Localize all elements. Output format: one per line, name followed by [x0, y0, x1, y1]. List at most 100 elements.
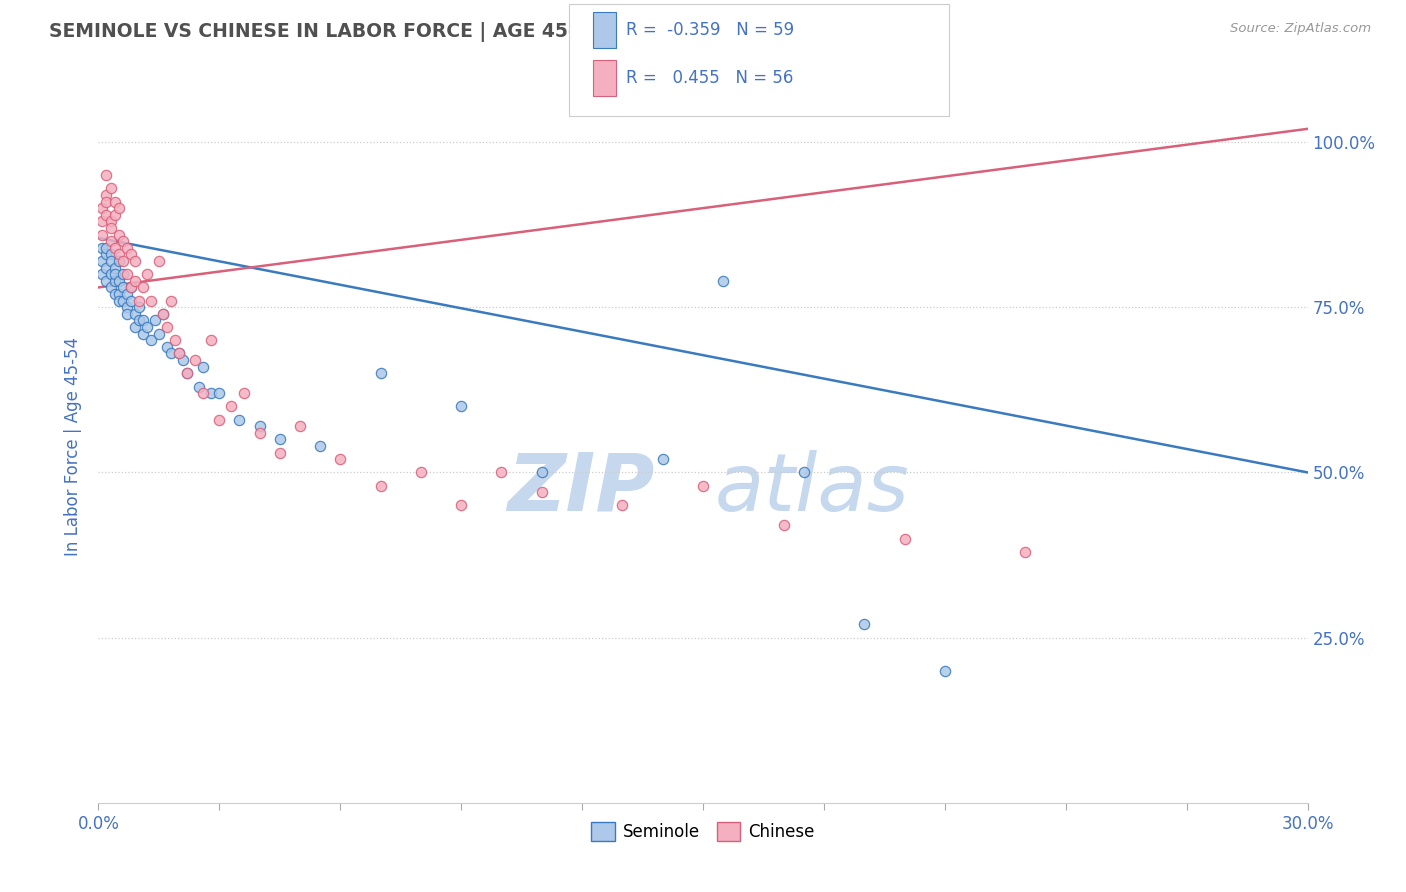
Point	[893, 532, 915, 546]
Point	[612, 499, 634, 513]
Point	[269, 445, 291, 459]
Point	[772, 518, 794, 533]
Point	[100, 214, 122, 228]
Point	[221, 400, 243, 414]
Point	[120, 280, 142, 294]
Point	[793, 466, 815, 480]
Point	[103, 208, 125, 222]
Point	[370, 367, 392, 381]
Point	[193, 359, 215, 374]
Point	[96, 274, 118, 288]
Point	[124, 320, 146, 334]
Point	[91, 227, 114, 242]
Point	[491, 466, 513, 480]
Point	[103, 241, 125, 255]
Point	[853, 617, 876, 632]
Y-axis label: In Labor Force | Age 45-54: In Labor Force | Age 45-54	[65, 336, 83, 556]
Point	[269, 433, 291, 447]
Point	[124, 254, 146, 268]
Point	[91, 267, 114, 281]
Point	[139, 293, 162, 308]
Point	[96, 241, 118, 255]
Point	[200, 386, 222, 401]
Point	[132, 280, 155, 294]
Point	[103, 260, 125, 275]
Point	[107, 293, 129, 308]
Point	[103, 194, 125, 209]
Point	[111, 254, 134, 268]
Point	[172, 353, 194, 368]
Point	[167, 346, 190, 360]
Point	[107, 227, 129, 242]
Point	[1014, 545, 1036, 559]
Point	[91, 254, 114, 268]
Point	[232, 386, 254, 401]
Point	[128, 313, 150, 327]
Point	[100, 254, 122, 268]
Point	[132, 313, 155, 327]
Point	[111, 234, 134, 248]
Text: Source: ZipAtlas.com: Source: ZipAtlas.com	[1230, 22, 1371, 36]
Point	[450, 400, 472, 414]
Point	[167, 346, 190, 360]
Point	[711, 274, 734, 288]
Point	[111, 293, 134, 308]
Point	[288, 419, 311, 434]
Point	[115, 307, 138, 321]
Point	[115, 267, 138, 281]
Point	[651, 452, 673, 467]
Point	[156, 340, 179, 354]
Text: atlas: atlas	[716, 450, 910, 528]
Point	[96, 168, 118, 182]
Point	[148, 254, 170, 268]
Point	[91, 201, 114, 215]
Point	[91, 214, 114, 228]
Point	[107, 254, 129, 268]
Legend: Seminole, Chinese: Seminole, Chinese	[585, 815, 821, 848]
Text: R =   0.455   N = 56: R = 0.455 N = 56	[626, 70, 793, 87]
Point	[100, 247, 122, 261]
Point	[135, 267, 157, 281]
Point	[152, 307, 174, 321]
Point	[107, 201, 129, 215]
Point	[329, 452, 352, 467]
Point	[409, 466, 432, 480]
Point	[148, 326, 170, 341]
Point	[156, 320, 179, 334]
Point	[309, 439, 332, 453]
Point	[128, 300, 150, 314]
Point	[530, 466, 553, 480]
Point	[176, 367, 198, 381]
Point	[124, 307, 146, 321]
Point	[163, 333, 186, 347]
Point	[200, 333, 222, 347]
Point	[120, 280, 142, 294]
Point	[103, 274, 125, 288]
Point	[132, 326, 155, 341]
Point	[96, 208, 118, 222]
Point	[208, 412, 231, 426]
Point	[96, 194, 118, 209]
Point	[103, 287, 125, 301]
Point	[115, 287, 138, 301]
Point	[100, 280, 122, 294]
Point	[143, 313, 166, 327]
Point	[107, 274, 129, 288]
Point	[193, 386, 215, 401]
Point	[96, 247, 118, 261]
Point	[160, 346, 183, 360]
Point	[115, 241, 138, 255]
Point	[107, 247, 129, 261]
Point	[100, 221, 122, 235]
Point	[120, 293, 142, 308]
Point	[111, 267, 134, 281]
Point	[152, 307, 174, 321]
Point	[96, 260, 118, 275]
Point	[188, 379, 211, 393]
Point	[139, 333, 162, 347]
Point	[124, 274, 146, 288]
Point	[103, 267, 125, 281]
Point	[100, 181, 122, 195]
Point	[530, 485, 553, 500]
Text: R =  -0.359   N = 59: R = -0.359 N = 59	[626, 21, 794, 39]
